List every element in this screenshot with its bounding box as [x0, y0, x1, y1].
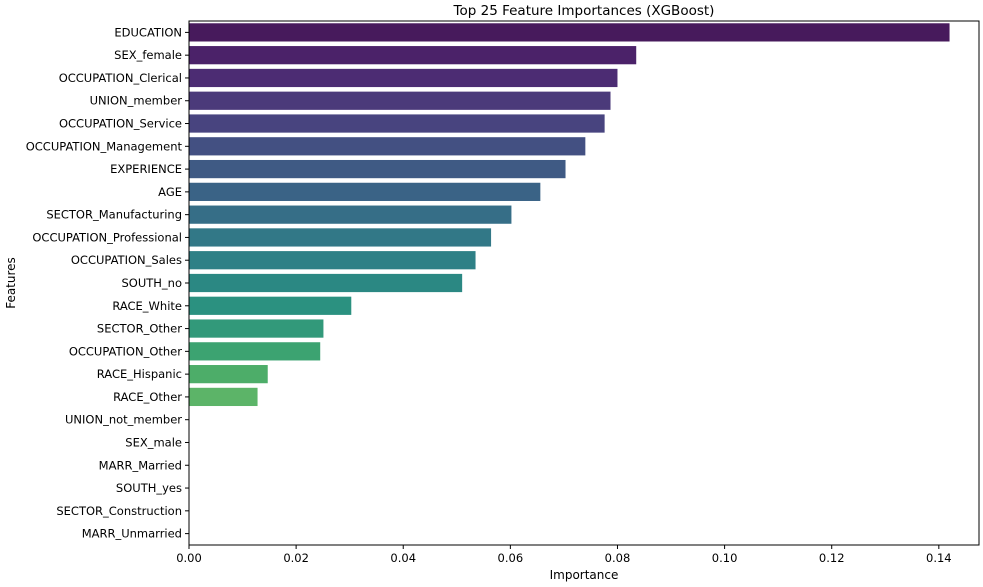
- bar: [189, 46, 637, 65]
- bar: [189, 159, 566, 179]
- bar: [189, 273, 463, 293]
- y-tick-label: RACE_Hispanic: [97, 367, 182, 381]
- y-tick-label: OCCUPATION_Management: [26, 139, 183, 153]
- bar: [189, 205, 512, 224]
- x-tick-label: 0.06: [498, 551, 524, 565]
- y-tick-label: OCCUPATION_Service: [59, 117, 182, 131]
- bar: [189, 296, 352, 315]
- y-tick-label: OCCUPATION_Other: [69, 344, 182, 358]
- x-axis-label: Importance: [550, 568, 619, 582]
- y-tick-label: RACE_Other: [113, 390, 182, 404]
- y-tick-label: SOUTH_yes: [116, 481, 182, 495]
- bar: [189, 137, 586, 156]
- bar: [189, 23, 950, 42]
- y-tick-label: EDUCATION: [114, 25, 182, 39]
- x-tick-label: 0.14: [926, 551, 952, 565]
- y-tick-label: OCCUPATION_Clerical: [59, 71, 182, 85]
- y-tick-label: OCCUPATION_Professional: [32, 230, 182, 244]
- x-tick-label: 0.00: [176, 551, 202, 565]
- bar: [189, 251, 476, 270]
- chart-title: Top 25 Feature Importances (XGBoost): [453, 3, 715, 19]
- y-tick-label: RACE_White: [112, 299, 182, 313]
- y-tick-label: SECTOR_Construction: [56, 504, 182, 518]
- bar: [189, 342, 321, 361]
- y-tick-layer: EDUCATION SEX_female OCCUPATION_Clerical UN…: [26, 25, 189, 541]
- y-tick-label: EXPERIENCE: [110, 162, 182, 176]
- bar: [189, 68, 618, 88]
- bar: [189, 365, 268, 384]
- y-tick-label: SECTOR_Other: [97, 322, 182, 336]
- x-tick-label: 0.02: [283, 551, 309, 565]
- y-tick-label: OCCUPATION_Sales: [71, 253, 182, 267]
- y-tick-label: UNION_not_member: [65, 413, 182, 427]
- x-tick-label: 0.12: [819, 551, 845, 565]
- x-tick-label: 0.04: [390, 551, 416, 565]
- x-tick-label: 0.10: [712, 551, 738, 565]
- y-tick-label: SEX_female: [114, 48, 182, 62]
- y-tick-label: SOUTH_no: [121, 276, 182, 290]
- bar: [189, 387, 258, 407]
- y-axis-label: Features: [4, 257, 18, 309]
- bar: [189, 228, 492, 247]
- bar: [189, 114, 605, 133]
- bar: [189, 319, 324, 338]
- y-tick-label: MARR_Unmarried: [82, 527, 182, 541]
- bar: [189, 182, 541, 201]
- y-tick-label: SECTOR_Manufacturing: [46, 208, 182, 222]
- plot-frame: [188, 20, 980, 546]
- bars-layer: [189, 23, 950, 407]
- x-tick-layer: 0.00 0.02 0.04 0.06 0.08 0.10 0.12 0.14: [176, 545, 952, 565]
- x-tick-label: 0.08: [605, 551, 631, 565]
- bar: [189, 91, 611, 110]
- y-tick-label: UNION_member: [90, 94, 183, 108]
- y-tick-label: AGE: [158, 185, 182, 199]
- y-tick-label: MARR_Married: [99, 458, 182, 472]
- y-tick-label: SEX_male: [125, 435, 182, 449]
